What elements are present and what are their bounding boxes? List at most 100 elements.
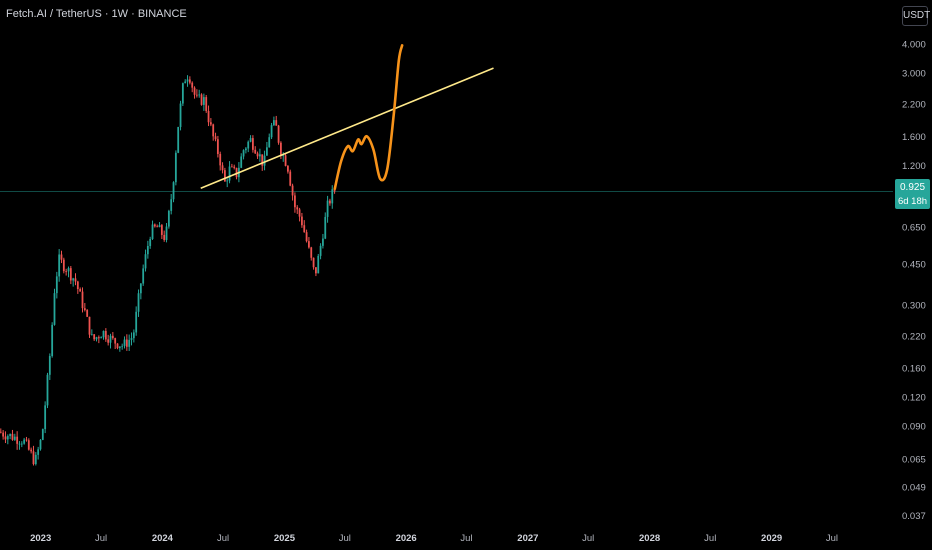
- candle-body: [209, 122, 212, 125]
- price-axis-tick: 0.650: [902, 222, 926, 233]
- candle-body: [261, 154, 264, 166]
- candle-body: [81, 291, 84, 309]
- candle-body: [62, 259, 65, 272]
- candle-body: [240, 156, 243, 168]
- candle-body: [247, 141, 250, 149]
- time-axis-tick: Jul: [460, 533, 472, 544]
- candle-body: [151, 224, 154, 240]
- candle-body: [88, 316, 91, 335]
- currency-selector-button[interactable]: USDT: [902, 6, 930, 26]
- candle-body: [139, 283, 142, 294]
- candle-body: [244, 148, 247, 151]
- candle-body: [72, 278, 75, 281]
- candle-body: [273, 120, 275, 126]
- candle-body: [223, 170, 226, 182]
- time-axis-tick: 2023: [30, 533, 51, 544]
- candle-body: [329, 200, 331, 204]
- candle-body: [55, 276, 58, 294]
- price-axis[interactable]: 4.000 3.000 2.200 1.600 1.200 0.650 0.450 0.300…: [902, 40, 926, 522]
- candle-body: [37, 449, 40, 455]
- time-axis-tick: 2026: [396, 533, 417, 544]
- trendline-drawing[interactable]: [200, 67, 494, 189]
- candle-body: [230, 166, 233, 168]
- candle-body: [277, 125, 280, 143]
- candle-body: [46, 374, 49, 406]
- candle-body: [114, 338, 117, 344]
- candle-body: [128, 339, 131, 347]
- candle-body: [95, 337, 98, 340]
- price-axis-tick: 0.037: [902, 511, 926, 522]
- candle-body: [233, 166, 236, 168]
- projection-curve[interactable]: [333, 44, 404, 191]
- candle-body: [13, 436, 16, 440]
- candle-body: [153, 224, 156, 227]
- candle-body: [298, 209, 301, 217]
- candle-body: [60, 254, 63, 260]
- candle-body: [235, 167, 238, 178]
- candle-body: [326, 200, 329, 217]
- time-axis-tick: 2028: [639, 533, 660, 544]
- candle-body: [97, 337, 100, 339]
- price-axis-tick: 0.220: [902, 332, 926, 343]
- candle-body: [191, 82, 194, 88]
- candle-body: [270, 125, 273, 138]
- candle-body: [219, 153, 222, 166]
- candle-body: [221, 165, 224, 171]
- price-axis-tick: 0.120: [902, 393, 926, 404]
- candle-body: [284, 155, 287, 166]
- candle-body: [331, 189, 334, 204]
- candle-body: [125, 339, 128, 347]
- candle-body: [69, 268, 72, 281]
- candle-body: [132, 332, 135, 339]
- candle-body: [202, 97, 205, 105]
- candle-body: [156, 226, 159, 228]
- bar-countdown: 6d 18h: [897, 196, 928, 207]
- price-axis-tick: 0.065: [902, 454, 926, 465]
- candle-body: [214, 136, 217, 140]
- candle-body: [163, 234, 166, 240]
- time-axis-tick: Jul: [217, 533, 229, 544]
- price-axis-tick: 0.160: [902, 364, 926, 375]
- candle-body: [44, 405, 47, 430]
- candle-body: [90, 334, 93, 336]
- candle-body: [74, 278, 77, 282]
- candle-body: [174, 152, 177, 183]
- price-axis-tick: 0.090: [902, 422, 926, 433]
- candle-body: [179, 103, 182, 127]
- time-axis-tick: Jul: [95, 533, 107, 544]
- candle-body: [289, 171, 292, 186]
- candle-body: [195, 94, 198, 96]
- candle-body: [100, 337, 103, 339]
- candle-body: [258, 154, 261, 157]
- candle-body: [158, 225, 161, 228]
- projection-drawing[interactable]: [333, 44, 404, 191]
- candle-body: [254, 149, 257, 154]
- trendline[interactable]: [200, 67, 494, 189]
- candle-body: [104, 330, 107, 340]
- candle-body: [172, 182, 175, 200]
- candle-body: [48, 356, 51, 375]
- candle-body: [287, 165, 289, 172]
- candle-body: [142, 268, 145, 284]
- candle-body: [41, 429, 44, 440]
- candle-body: [296, 207, 299, 210]
- candle-body: [76, 281, 79, 290]
- candle-body: [83, 308, 86, 311]
- candle-body: [282, 155, 285, 157]
- candle-body: [160, 225, 163, 235]
- candle-body: [251, 138, 254, 150]
- time-axis-tick: 2029: [761, 533, 782, 544]
- candle-body: [310, 247, 313, 258]
- candle-body: [319, 245, 322, 256]
- last-price-badge: 0.925 6d 18h: [895, 179, 930, 209]
- candle-body: [130, 338, 133, 340]
- candle-body: [312, 257, 315, 268]
- time-axis[interactable]: 2023 Jul 2024 Jul 2025 Jul 2026 Jul 2027 Jul 2028 J…: [30, 533, 838, 544]
- candle-body: [181, 83, 184, 104]
- candle-body: [226, 180, 229, 182]
- candle-body: [6, 436, 9, 440]
- candle-body: [200, 94, 203, 105]
- candle-body: [109, 335, 112, 343]
- candle-body: [39, 439, 42, 450]
